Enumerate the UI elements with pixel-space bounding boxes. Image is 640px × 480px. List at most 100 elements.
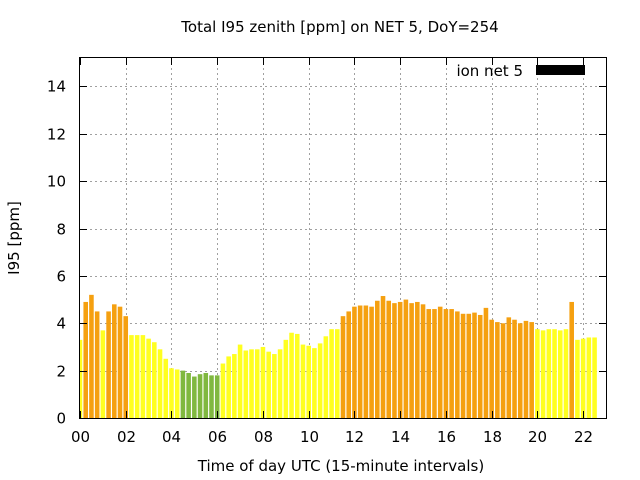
bar — [186, 373, 191, 418]
bar — [266, 351, 271, 418]
bar — [134, 335, 140, 418]
bar — [209, 375, 214, 418]
bar — [495, 322, 500, 418]
y-tick-label: 6 — [56, 268, 66, 286]
bar — [89, 294, 94, 418]
bar — [203, 373, 209, 418]
bar — [306, 345, 311, 418]
bar — [100, 330, 106, 418]
bar — [420, 304, 426, 418]
bar — [369, 306, 374, 418]
bar — [512, 319, 517, 418]
x-tick-label: 22 — [574, 428, 593, 446]
bar — [363, 305, 369, 418]
bar — [294, 333, 300, 418]
bar — [557, 330, 563, 418]
bar — [397, 301, 403, 418]
y-tick-labels: 0 2 4 6 8 10 12 14 — [47, 78, 66, 428]
y-tick-label: 8 — [56, 221, 66, 239]
bar — [83, 301, 88, 418]
bar — [117, 306, 123, 418]
bar — [346, 311, 351, 418]
bar — [237, 344, 243, 418]
y-tick-label: 12 — [47, 126, 66, 144]
bar — [449, 309, 454, 418]
legend: ion net 5 — [456, 62, 585, 80]
bar — [392, 303, 397, 418]
bar — [415, 301, 420, 418]
bar — [455, 311, 460, 418]
ticks — [80, 58, 606, 419]
bar — [163, 358, 169, 418]
bar — [569, 301, 574, 418]
x-tick-label: 18 — [483, 428, 502, 446]
bar — [523, 320, 529, 418]
bar — [466, 313, 472, 418]
bar — [540, 330, 546, 418]
bar — [443, 309, 449, 418]
bar — [483, 307, 489, 418]
bar — [180, 370, 186, 418]
bar — [272, 354, 277, 418]
bar — [580, 338, 586, 418]
bar — [586, 337, 592, 418]
bar — [432, 309, 437, 418]
bar — [146, 338, 151, 418]
bar — [226, 356, 231, 418]
x-tick-label: 20 — [528, 428, 547, 446]
bar — [489, 319, 494, 418]
bar — [340, 316, 346, 418]
x-tick-label: 16 — [437, 428, 456, 446]
bar — [232, 354, 237, 418]
bar — [529, 322, 534, 418]
bars — [80, 294, 597, 418]
bar — [546, 329, 552, 418]
bar — [409, 303, 414, 418]
x-tick-label: 10 — [300, 428, 319, 446]
y-tick-label: 2 — [56, 363, 66, 381]
bar — [169, 368, 174, 418]
bar — [472, 312, 477, 418]
bar — [300, 344, 306, 418]
x-tick-labels: 00 02 04 06 08 10 12 14 16 18 20 22 — [71, 428, 593, 446]
bar — [317, 343, 323, 418]
bar — [460, 313, 466, 418]
bar — [592, 337, 597, 418]
bar — [140, 335, 146, 418]
bar — [552, 329, 557, 418]
bar — [243, 350, 249, 418]
x-tick-label: 00 — [71, 428, 90, 446]
bar — [506, 317, 512, 418]
bar — [323, 336, 329, 418]
y-tick-label: 0 — [56, 410, 66, 428]
bar — [260, 346, 266, 418]
bar — [80, 339, 83, 418]
bar — [352, 306, 357, 418]
bar — [437, 306, 443, 418]
bar — [197, 374, 203, 418]
x-tick-label: 08 — [254, 428, 273, 446]
bar — [220, 363, 226, 418]
bar — [94, 311, 100, 418]
bar — [152, 342, 157, 418]
bar — [112, 304, 117, 418]
chart-title: Total I95 zenith [ppm] on NET 5, DoY=254 — [180, 18, 498, 36]
bar — [357, 305, 363, 418]
x-tick-label: 02 — [117, 428, 136, 446]
bar — [500, 323, 506, 418]
bar — [249, 349, 254, 418]
bar — [312, 348, 317, 418]
y-tick-label: 10 — [47, 173, 66, 191]
bar — [289, 332, 294, 418]
bar — [106, 311, 111, 418]
bar — [254, 349, 260, 418]
y-tick-label: 4 — [56, 315, 66, 333]
bar — [329, 329, 334, 418]
bar — [157, 349, 163, 418]
bar — [123, 316, 129, 418]
bar — [575, 339, 580, 418]
y-tick-label: 14 — [47, 78, 66, 96]
x-tick-label: 06 — [208, 428, 227, 446]
bar — [426, 309, 432, 418]
